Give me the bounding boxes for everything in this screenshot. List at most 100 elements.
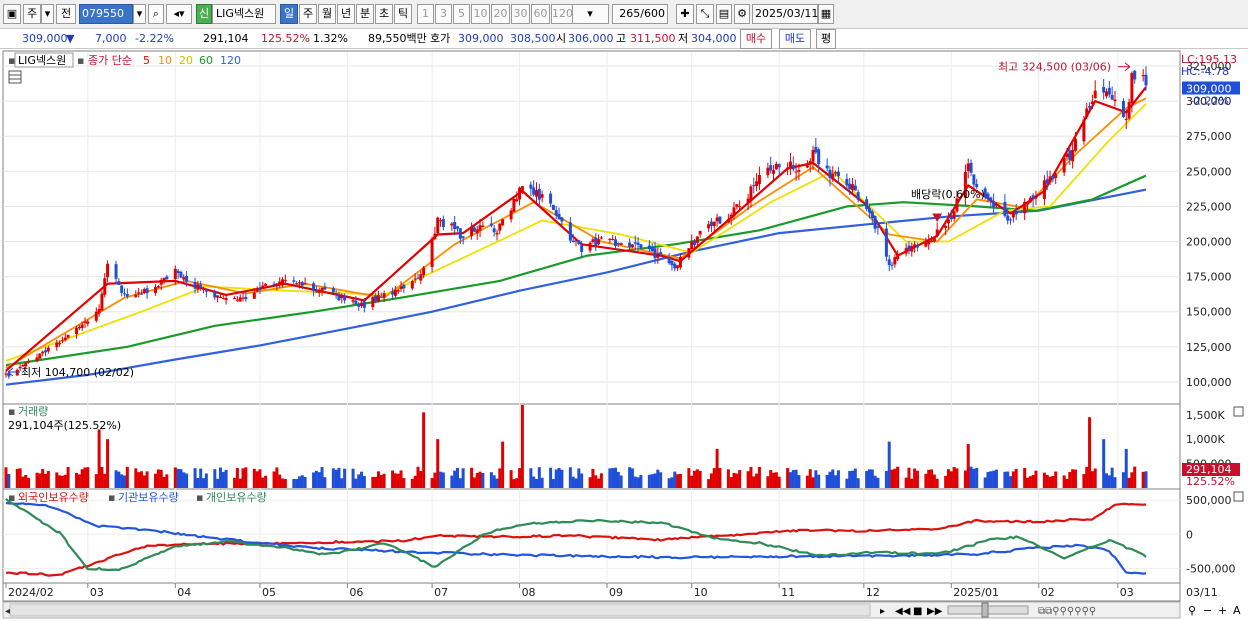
sell-button[interactable]: 매도 — [779, 29, 811, 49]
scrollbar-thumb[interactable] — [9, 603, 871, 617]
scroll-left-icon[interactable]: ◂ — [5, 606, 10, 617]
candle-body — [797, 169, 801, 172]
period-tab[interactable]: 일 — [280, 4, 298, 24]
candle-body — [154, 287, 158, 293]
volume-bar — [21, 476, 25, 488]
candle-body — [501, 219, 505, 226]
candle-body — [670, 261, 674, 266]
candle-body — [887, 259, 891, 266]
candle-body — [27, 361, 31, 363]
volume-bar — [873, 475, 877, 488]
plus-icon[interactable]: + — [1218, 604, 1227, 617]
rewind-icon[interactable]: ◀◀ — [895, 606, 911, 617]
candle-body — [283, 280, 287, 282]
save-icon[interactable]: ▤ — [716, 4, 732, 24]
volume-bar — [520, 405, 524, 488]
tools-icon[interactable]: ⤡ — [696, 4, 714, 24]
volume-bar — [44, 473, 48, 488]
eval-button[interactable]: 평 — [816, 29, 836, 49]
candle-body — [614, 239, 618, 246]
view-icons[interactable]: ⧉⧉⚲⚲⚲⚲⚲⚲ — [1038, 606, 1096, 617]
legend-individual: 개인보유수량 — [206, 491, 267, 504]
candle-body — [755, 181, 759, 187]
period-tab[interactable]: 틱 — [394, 4, 412, 24]
volume-bar — [994, 469, 998, 488]
legend-institution: 기관보유수량 — [118, 491, 179, 504]
volume-bar — [475, 472, 479, 488]
interval-button[interactable]: 30 — [511, 4, 530, 24]
interval-button[interactable]: 20 — [491, 4, 510, 24]
period-tab[interactable]: 년 — [337, 4, 355, 24]
candle-body — [772, 170, 776, 174]
candle-body — [436, 217, 440, 234]
period-tab[interactable]: 월 — [318, 4, 336, 24]
candle-body — [357, 304, 361, 307]
volume-bar — [7, 473, 11, 488]
candle-body — [876, 226, 880, 228]
volume-bar — [297, 476, 301, 488]
date-input[interactable]: 2025/03/11 — [752, 4, 818, 24]
volume-bar — [1093, 468, 1097, 488]
candle-body — [334, 293, 338, 295]
crosshair-icon[interactable]: ✚ — [676, 4, 694, 24]
holdings-line — [5, 501, 1147, 575]
speaker-icon[interactable]: ◂▾ — [166, 4, 192, 24]
period-select[interactable]: 주 — [23, 4, 41, 24]
layout-icon[interactable]: ▣ — [3, 4, 21, 24]
stock-code-input[interactable]: 079550 — [79, 4, 133, 24]
y-tick-label: 225,000 — [1186, 200, 1232, 213]
holdings-panel-close-icon[interactable] — [1233, 491, 1244, 502]
volume-bar — [983, 477, 987, 488]
candle-body — [873, 216, 877, 229]
buy-button[interactable]: 매수 — [740, 29, 772, 49]
calendar-icon[interactable]: ▦ — [818, 4, 834, 24]
zoom-out-icon[interactable]: ⚲ — [1188, 604, 1196, 617]
count-input[interactable]: 265/600 — [612, 4, 668, 24]
period-tab[interactable]: 주 — [299, 4, 317, 24]
candle-body — [647, 245, 651, 250]
interval-button[interactable]: 5 — [453, 4, 470, 24]
volume-bar — [430, 478, 434, 488]
volume-panel-close-icon[interactable] — [1233, 406, 1244, 417]
lc-label: LC:195.13 — [1181, 53, 1237, 66]
candle-body — [1144, 74, 1148, 86]
volume-bar — [1042, 472, 1046, 488]
interval-button[interactable]: 10 — [471, 4, 490, 24]
fast-forward-icon[interactable]: ▶▶ — [927, 606, 943, 617]
candle-body — [362, 301, 366, 308]
interval-dropdown-icon[interactable]: ▾ — [571, 4, 609, 24]
volume-bar — [433, 472, 437, 488]
interval-button[interactable]: 1 — [417, 4, 434, 24]
period-tab[interactable]: 분 — [356, 4, 374, 24]
interval-button[interactable]: 120 — [551, 4, 573, 24]
scroll-right-icon[interactable]: ▸ — [880, 606, 885, 617]
stock-chart[interactable]: 325,000 300,000 275,000 250,000 225,000 200,0… — [0, 50, 1248, 621]
candle-body — [867, 207, 871, 213]
code-dropdown-icon[interactable]: ▾ — [133, 4, 146, 24]
volume-bar — [752, 476, 756, 488]
volume-bar — [757, 466, 761, 488]
interval-button[interactable]: 60 — [531, 4, 550, 24]
volume-bar — [300, 475, 304, 488]
gear-icon[interactable]: ⚙ — [734, 4, 750, 24]
period-tab[interactable]: 초 — [375, 4, 393, 24]
minus-icon[interactable]: − — [1203, 604, 1212, 617]
volume-bar — [580, 473, 584, 488]
candle-body — [659, 252, 663, 256]
period-dropdown-icon[interactable]: ▾ — [41, 4, 54, 24]
price-panel[interactable] — [2, 50, 1181, 405]
candle-body — [757, 174, 761, 185]
prev-button[interactable]: 전 — [56, 4, 76, 24]
search-icon[interactable]: ⌕ — [148, 4, 164, 24]
candle-body — [199, 284, 203, 288]
candle-body — [594, 237, 598, 246]
table-icon[interactable] — [8, 70, 22, 84]
candle-body — [831, 173, 835, 180]
candle-body — [825, 165, 829, 169]
volume-bar — [492, 475, 496, 488]
interval-button[interactable]: 3 — [435, 4, 452, 24]
zoom-slider-handle[interactable] — [981, 602, 989, 618]
font-size-icon[interactable]: A — [1233, 604, 1241, 617]
stop-icon[interactable]: ■ — [913, 606, 922, 617]
legend-stock-box[interactable] — [14, 52, 74, 68]
